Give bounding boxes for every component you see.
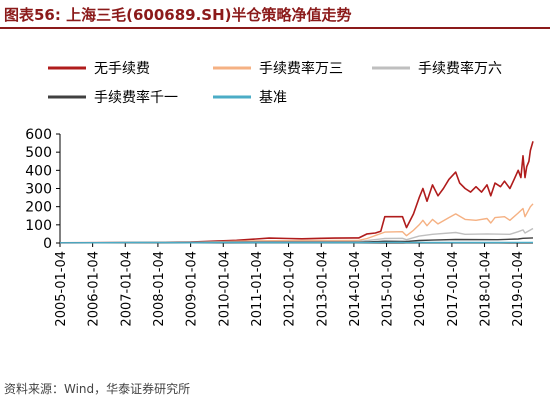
y-tick-label: 500 — [25, 145, 52, 161]
x-tick-label: 2013-01-04 — [315, 251, 330, 327]
x-tick-label: 2018-01-04 — [479, 251, 494, 327]
chart: 0 100 200 300 400 500 600 2005-01-04 2006-01-04 2… — [25, 60, 534, 327]
x-tick-label: 2009-01-04 — [185, 251, 200, 327]
legend-label: 手续费率万三 — [259, 60, 343, 77]
series-line-5 — [59, 241, 534, 244]
y-tick-label: 600 — [25, 127, 52, 143]
series-line-2 — [59, 203, 534, 244]
x-tick-label: 2010-01-04 — [217, 251, 232, 327]
y-tick-label: 100 — [25, 218, 52, 234]
series-line-3 — [59, 227, 534, 244]
source-note: 资料来源：Wind，华泰证券研究所 — [4, 382, 191, 396]
y-tick-label: 400 — [25, 163, 52, 179]
x-tick-label: 2005-01-04 — [54, 251, 69, 327]
legend-label: 手续费率万六 — [418, 60, 502, 77]
figure-header: 图表56: 上海三毛(600689.SH)半仓策略净值走势 — [0, 0, 550, 29]
x-tick-label: 2011-01-04 — [250, 251, 265, 327]
x-tick-label: 2016-01-04 — [413, 251, 428, 327]
title-divider — [0, 27, 550, 29]
x-tick-label: 2014-01-04 — [348, 251, 363, 327]
y-tick-label: 200 — [25, 200, 52, 216]
x-tick-label: 2007-01-04 — [119, 251, 134, 327]
figure-title: 图表56: 上海三毛(600689.SH)半仓策略净值走势 — [4, 6, 352, 24]
series-line-1 — [59, 141, 534, 244]
y-tick-label: 300 — [25, 182, 52, 198]
x-tick-label: 2008-01-04 — [152, 251, 167, 327]
x-tick-label: 2015-01-04 — [381, 251, 396, 327]
x-tick-label: 2019-01-04 — [511, 251, 526, 327]
x-tick-label: 2017-01-04 — [446, 251, 461, 327]
legend-label: 无手续费 — [94, 60, 150, 77]
y-tick-label: 0 — [43, 236, 52, 252]
legend-label: 手续费率千一 — [94, 89, 178, 106]
x-tick-label: 2012-01-04 — [283, 251, 298, 327]
legend-label: 基准 — [259, 89, 287, 106]
x-tick-label: 2006-01-04 — [87, 251, 102, 327]
